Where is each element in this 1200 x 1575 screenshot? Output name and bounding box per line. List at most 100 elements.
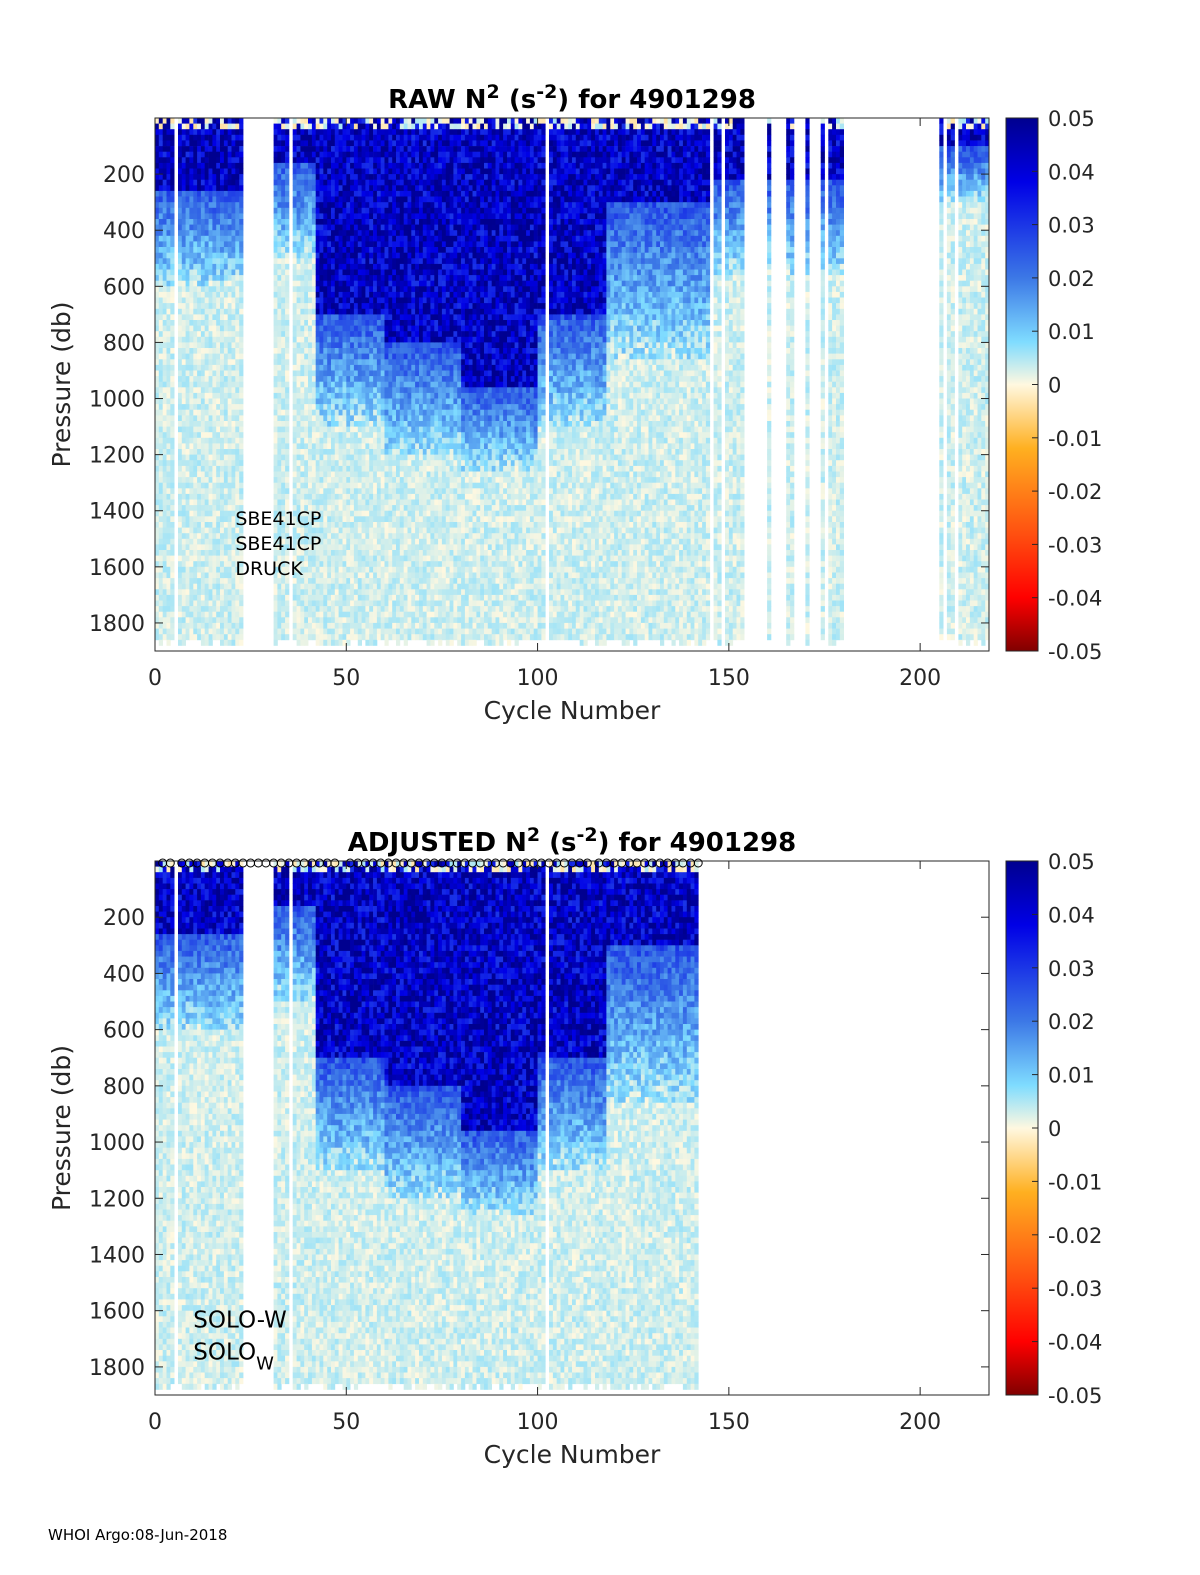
heatmap-cell bbox=[339, 483, 343, 489]
heatmap-cell bbox=[392, 298, 396, 304]
heatmap-cell bbox=[277, 286, 281, 292]
heatmap-cell bbox=[316, 455, 320, 461]
heatmap-cell bbox=[312, 432, 316, 438]
heatmap-cell bbox=[365, 169, 369, 175]
heatmap-cell bbox=[182, 219, 186, 225]
heatmap-cell bbox=[182, 337, 186, 343]
heatmap-cell bbox=[159, 460, 163, 466]
heatmap-cell bbox=[216, 500, 220, 506]
heatmap-cell bbox=[381, 550, 385, 556]
heatmap-cell bbox=[189, 281, 193, 287]
heatmap-cell bbox=[377, 421, 381, 427]
heatmap-cell bbox=[186, 286, 190, 292]
heatmap-cell bbox=[228, 197, 232, 203]
heatmap-cell bbox=[308, 236, 312, 242]
heatmap-cell bbox=[209, 247, 213, 253]
heatmap-cell bbox=[170, 488, 174, 494]
heatmap-cell bbox=[235, 640, 239, 646]
heatmap-cell bbox=[335, 617, 339, 623]
heatmap-cell bbox=[193, 421, 197, 427]
heatmap-cell bbox=[155, 135, 159, 141]
heatmap-cell bbox=[209, 393, 213, 399]
heatmap-cell bbox=[392, 337, 396, 343]
heatmap-cell bbox=[362, 477, 366, 483]
heatmap-cell bbox=[300, 264, 304, 270]
heatmap-cell bbox=[339, 202, 343, 208]
heatmap-cell bbox=[335, 140, 339, 146]
heatmap-cell bbox=[201, 460, 205, 466]
heatmap-cell bbox=[392, 258, 396, 264]
heatmap-cell bbox=[377, 544, 381, 550]
heatmap-cell bbox=[388, 528, 392, 534]
heatmap-cell bbox=[274, 595, 278, 601]
heatmap-cell bbox=[189, 208, 193, 214]
heatmap-cell bbox=[308, 124, 312, 130]
heatmap-cell bbox=[362, 180, 366, 186]
heatmap-cell bbox=[339, 303, 343, 309]
heatmap-cell bbox=[212, 449, 216, 455]
heatmap-cell bbox=[323, 528, 327, 534]
heatmap-cell bbox=[304, 612, 308, 618]
heatmap-cell bbox=[297, 275, 301, 281]
heatmap-cell bbox=[335, 500, 339, 506]
heatmap-cell bbox=[304, 455, 308, 461]
heatmap-cell bbox=[205, 494, 209, 500]
heatmap-cell bbox=[339, 623, 343, 629]
heatmap-cell bbox=[209, 135, 213, 141]
heatmap-cell bbox=[277, 449, 281, 455]
heatmap-cell bbox=[297, 477, 301, 483]
heatmap-cell bbox=[365, 208, 369, 214]
heatmap-cell bbox=[212, 157, 216, 163]
heatmap-cell bbox=[155, 494, 159, 500]
heatmap-cell bbox=[323, 348, 327, 354]
heatmap-cell bbox=[205, 197, 209, 203]
heatmap-cell bbox=[239, 472, 243, 478]
heatmap-cell bbox=[365, 410, 369, 416]
heatmap-cell bbox=[178, 314, 182, 320]
heatmap-cell bbox=[365, 432, 369, 438]
heatmap-cell bbox=[396, 303, 400, 309]
heatmap-cell bbox=[346, 505, 350, 511]
heatmap-cell bbox=[396, 208, 400, 214]
heatmap-cell bbox=[331, 606, 335, 612]
heatmap-cell bbox=[220, 460, 224, 466]
heatmap-cell bbox=[281, 213, 285, 219]
heatmap-cell bbox=[197, 617, 201, 623]
heatmap-cell bbox=[274, 617, 278, 623]
heatmap-cell bbox=[209, 399, 213, 405]
heatmap-cell bbox=[385, 511, 389, 517]
heatmap-cell bbox=[197, 298, 201, 304]
heatmap-cell bbox=[209, 500, 213, 506]
heatmap-cell bbox=[308, 573, 312, 579]
heatmap-cell bbox=[377, 129, 381, 135]
heatmap-cell bbox=[182, 359, 186, 365]
heatmap-cell bbox=[277, 292, 281, 298]
heatmap-cell bbox=[186, 146, 190, 152]
heatmap-cell bbox=[197, 292, 201, 298]
heatmap-cell bbox=[297, 589, 301, 595]
heatmap-cell bbox=[369, 556, 373, 562]
heatmap-cell bbox=[212, 466, 216, 472]
heatmap-cell bbox=[159, 264, 163, 270]
heatmap-cell bbox=[163, 371, 167, 377]
heatmap-cell bbox=[193, 286, 197, 292]
heatmap-cell bbox=[354, 634, 358, 640]
heatmap-cell bbox=[358, 432, 362, 438]
heatmap-cell bbox=[373, 432, 377, 438]
heatmap-cell bbox=[209, 505, 213, 511]
heatmap-cell bbox=[216, 286, 220, 292]
heatmap-cell bbox=[297, 382, 301, 388]
heatmap-cell bbox=[197, 169, 201, 175]
heatmap-cell bbox=[293, 449, 297, 455]
heatmap-cell bbox=[308, 483, 312, 489]
heatmap-cell bbox=[209, 634, 213, 640]
heatmap-cell bbox=[381, 589, 385, 595]
heatmap-cell bbox=[358, 337, 362, 343]
heatmap-cell bbox=[197, 393, 201, 399]
heatmap-cell bbox=[350, 286, 354, 292]
heatmap-cell bbox=[186, 309, 190, 315]
heatmap-cell bbox=[167, 589, 171, 595]
heatmap-cell bbox=[155, 584, 159, 590]
heatmap-cell bbox=[381, 225, 385, 231]
heatmap-cell bbox=[212, 578, 216, 584]
